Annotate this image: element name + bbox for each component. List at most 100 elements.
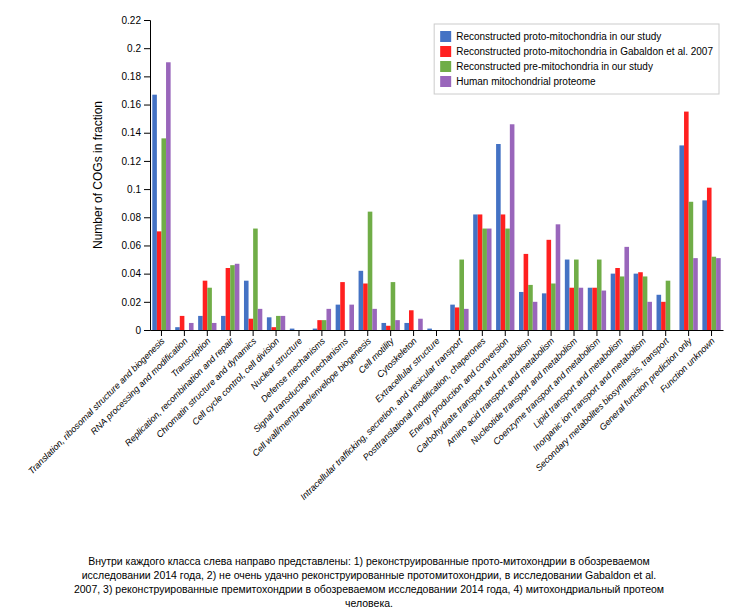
bar [505, 229, 510, 330]
bar [592, 288, 597, 330]
bar [712, 257, 717, 330]
bar [161, 138, 166, 330]
x-tick-mark [344, 330, 345, 336]
y-tick-label: 0 [135, 325, 141, 336]
bar [437, 330, 442, 331]
chart-svg: 00.020.040.060.080.10.120.140.160.180.20… [0, 0, 738, 615]
x-tick-mark [184, 330, 185, 336]
x-tick-mark [321, 330, 322, 336]
bar [666, 281, 671, 330]
legend-swatch [440, 46, 451, 57]
y-tick-label: 0.16 [122, 99, 142, 110]
legend-label: Reconstructed proto-mitochondria in Gaba… [456, 46, 713, 57]
bar [221, 316, 226, 330]
x-tick-mark [551, 330, 552, 336]
chart-container: 00.020.040.060.080.10.120.140.160.180.20… [0, 0, 738, 615]
bar [326, 309, 331, 330]
y-tick-label: 0.06 [122, 240, 142, 251]
y-tick: 0.04 [122, 268, 150, 279]
bar [363, 284, 368, 331]
bar [657, 295, 662, 330]
y-axis-title: Number of COGs in fraction [91, 101, 105, 249]
legend-swatch [440, 31, 451, 42]
bar [372, 309, 377, 330]
y-tick-label: 0.18 [122, 71, 142, 82]
x-tick-mark [436, 330, 437, 336]
x-tick-mark [230, 330, 231, 336]
y-tick-mark [144, 302, 150, 303]
y-tick-mark [144, 76, 150, 77]
bar [689, 202, 694, 330]
bar [615, 268, 620, 330]
bar [519, 292, 524, 330]
bar [281, 316, 286, 330]
bar [482, 229, 487, 330]
bar [304, 330, 309, 331]
bar [510, 124, 515, 330]
x-tick-mark [665, 330, 666, 336]
x-tick-label: Intracellular trafficking, secretion, an… [298, 335, 465, 502]
x-tick-mark [619, 330, 620, 336]
legend-swatch [440, 61, 451, 72]
bar [409, 310, 414, 330]
bar [244, 281, 249, 330]
bar [670, 330, 675, 331]
bar [290, 329, 295, 330]
bar [528, 285, 533, 330]
x-tick-mark [482, 330, 483, 336]
bar-series [157, 112, 712, 330]
bar [487, 229, 492, 330]
bar [157, 231, 162, 330]
legend-item: Human mitochondrial proteome [440, 76, 596, 87]
bar-series [166, 62, 721, 330]
bar [226, 268, 231, 330]
bar [693, 258, 698, 330]
bar [588, 288, 593, 330]
y-tick-label: 0.1 [127, 184, 141, 195]
bar [620, 276, 625, 330]
y-tick-mark [144, 105, 150, 106]
x-tick-label: Translation, ribosomal structure and bio… [26, 335, 167, 476]
bar [175, 327, 180, 330]
caption-line: человека. [345, 597, 393, 609]
x-tick-label: General function prediction only [597, 335, 694, 432]
bar [418, 319, 423, 330]
bar [574, 260, 579, 330]
bar [414, 330, 419, 331]
bar [661, 302, 666, 330]
x-tick-mark [276, 330, 277, 336]
x-tick: Function unknown [658, 330, 717, 395]
y-tick: 0.14 [122, 127, 150, 138]
bar [322, 320, 327, 330]
y-axis-line [144, 21, 151, 331]
bar [345, 330, 350, 331]
bar [427, 329, 432, 330]
bar [707, 188, 712, 330]
x-tick-mark [413, 330, 414, 336]
y-axis: 00.020.040.060.080.10.120.140.160.180.20… [122, 15, 151, 336]
y-tick-mark [144, 20, 150, 21]
legend-item: Reconstructed proto-mitochondria in Gaba… [440, 46, 713, 57]
bar [386, 326, 391, 330]
bar [459, 260, 464, 330]
bar [359, 271, 364, 330]
caption-line: Внутри каждого класса слева направо пред… [88, 555, 650, 567]
caption: Внутри каждого класса слева направо пред… [74, 555, 664, 609]
bar [336, 305, 341, 330]
bar [464, 309, 469, 330]
x-tick-mark [367, 330, 368, 336]
x-tick-mark [528, 330, 529, 336]
x-tick-mark [298, 330, 299, 336]
bar [455, 307, 460, 330]
bar [524, 254, 529, 330]
bar [207, 288, 212, 330]
y-tick: 0.08 [122, 212, 150, 223]
y-tick-mark [144, 189, 150, 190]
y-tick: 0.02 [122, 297, 150, 308]
y-tick-mark [144, 133, 150, 134]
y-tick: 0.1 [127, 184, 150, 195]
bar [496, 144, 501, 330]
legend-swatch [440, 76, 451, 87]
y-tick-mark [144, 274, 150, 275]
bar [294, 330, 299, 331]
